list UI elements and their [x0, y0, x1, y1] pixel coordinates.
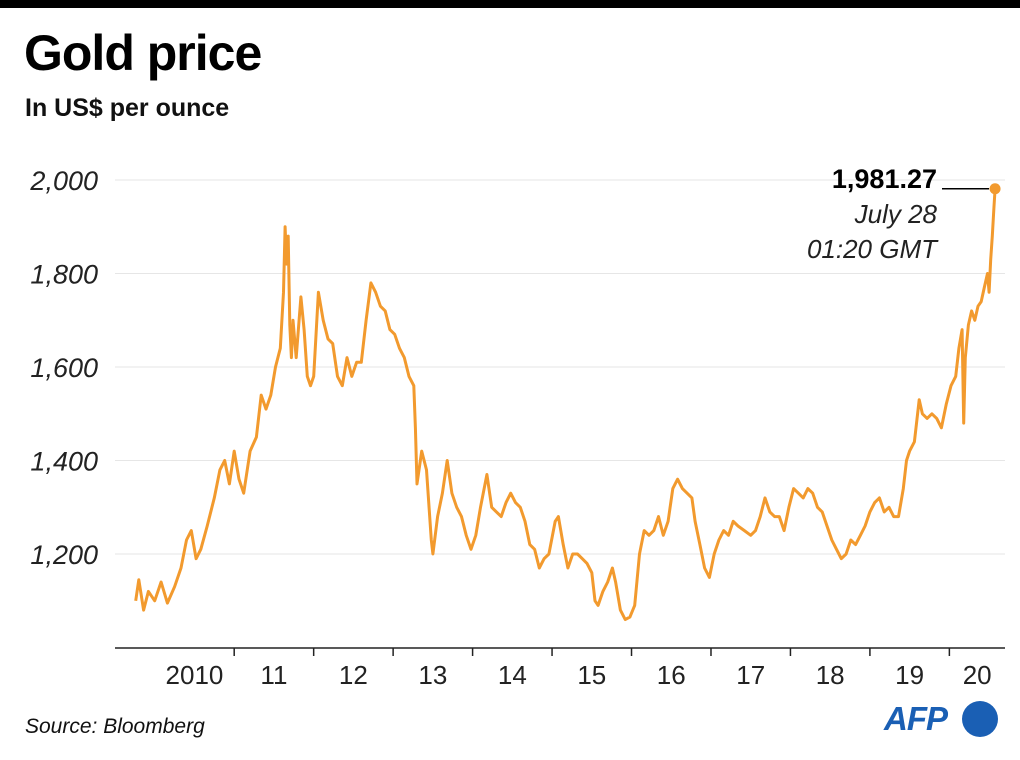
- x-tick-label: 2010: [166, 660, 224, 690]
- chart-subtitle: In US$ per ounce: [25, 94, 230, 122]
- x-tick-label: 17: [736, 660, 765, 690]
- series-line-gold-price: [134, 188, 997, 621]
- x-tick-label: 18: [816, 660, 845, 690]
- annotation-time: 01:20 GMT: [807, 234, 939, 264]
- afp-logo-text: AFP: [884, 700, 948, 737]
- x-tick-label: 13: [418, 660, 447, 690]
- x-tick-label: 16: [657, 660, 686, 690]
- afp-logo: AFP: [884, 701, 1004, 737]
- y-tick-label: 2,000: [29, 166, 98, 196]
- y-axis-labels: 1,200 1,400 1,600 1,800 2,000: [29, 166, 98, 570]
- x-tick-label: 11: [260, 660, 287, 690]
- afp-logo-dot-icon: [962, 701, 998, 737]
- x-tick-label: 14: [498, 660, 527, 690]
- chart-title: Gold price: [24, 25, 262, 81]
- grid: [115, 179, 1005, 555]
- y-tick-label: 1,400: [30, 447, 98, 477]
- x-tick-label: 19: [895, 660, 924, 690]
- annotation-end-point: [989, 183, 1001, 195]
- y-tick-label: 1,600: [30, 353, 98, 383]
- annotation-value: 1,981.27: [832, 164, 937, 194]
- y-tick-label: 1,800: [30, 260, 98, 290]
- x-tick-label: 12: [339, 660, 368, 690]
- y-tick-label: 1,200: [30, 540, 98, 570]
- x-tick-label: 20: [963, 660, 992, 690]
- x-tick-label: 15: [577, 660, 606, 690]
- annotation-date: July 28: [854, 199, 938, 229]
- source-note: Source: Bloomberg: [25, 715, 205, 738]
- top-bar: [0, 0, 1020, 8]
- x-axis: 2010 11 12 13 14 15 16 17 18 19 20: [166, 648, 992, 690]
- gold-price-chart: 1,200 1,400 1,600 1,800 2,000 2010 11 12 13 14 15…: [29, 164, 1005, 690]
